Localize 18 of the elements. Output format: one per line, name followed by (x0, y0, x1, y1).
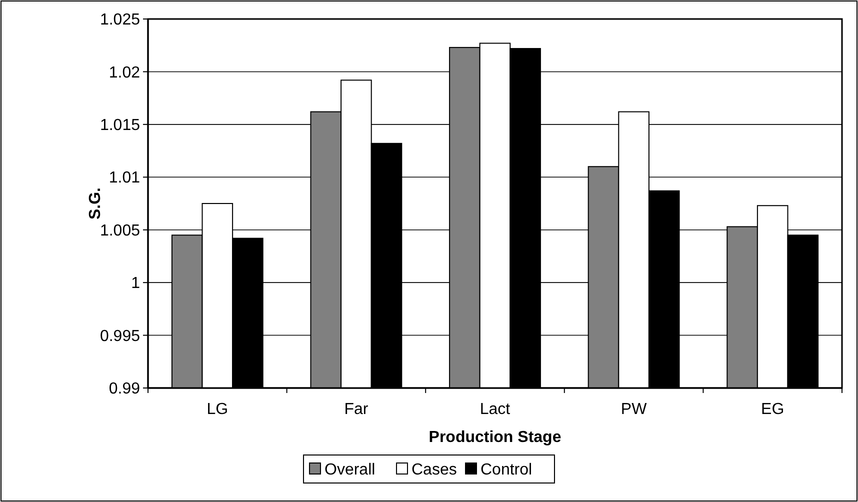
legend-label: Cases (412, 462, 457, 479)
x-tick-label: Far (344, 401, 369, 418)
x-tick-label: PW (620, 401, 648, 418)
y-tick-label: 1.015 (100, 117, 140, 134)
y-tick-label: 1.02 (108, 64, 140, 82)
y-tick-label: 1.005 (100, 222, 140, 240)
y-axis-title: S.G. (87, 187, 104, 220)
y-tick-label: 0.995 (100, 328, 140, 345)
y-tick-label: 1.01 (108, 170, 140, 187)
y-tick-label: 1.025 (100, 12, 140, 29)
x-axis-title: Production Stage (428, 429, 562, 446)
legend-label: Overall (324, 462, 376, 479)
y-tick-label: 0.99 (108, 380, 140, 398)
x-tick-label: LG (206, 401, 228, 418)
legend-label: Control (480, 462, 532, 479)
x-tick-label: EG (761, 401, 784, 418)
x-tick-label: Lact (480, 401, 511, 418)
y-tick-label: 1 (131, 275, 140, 292)
